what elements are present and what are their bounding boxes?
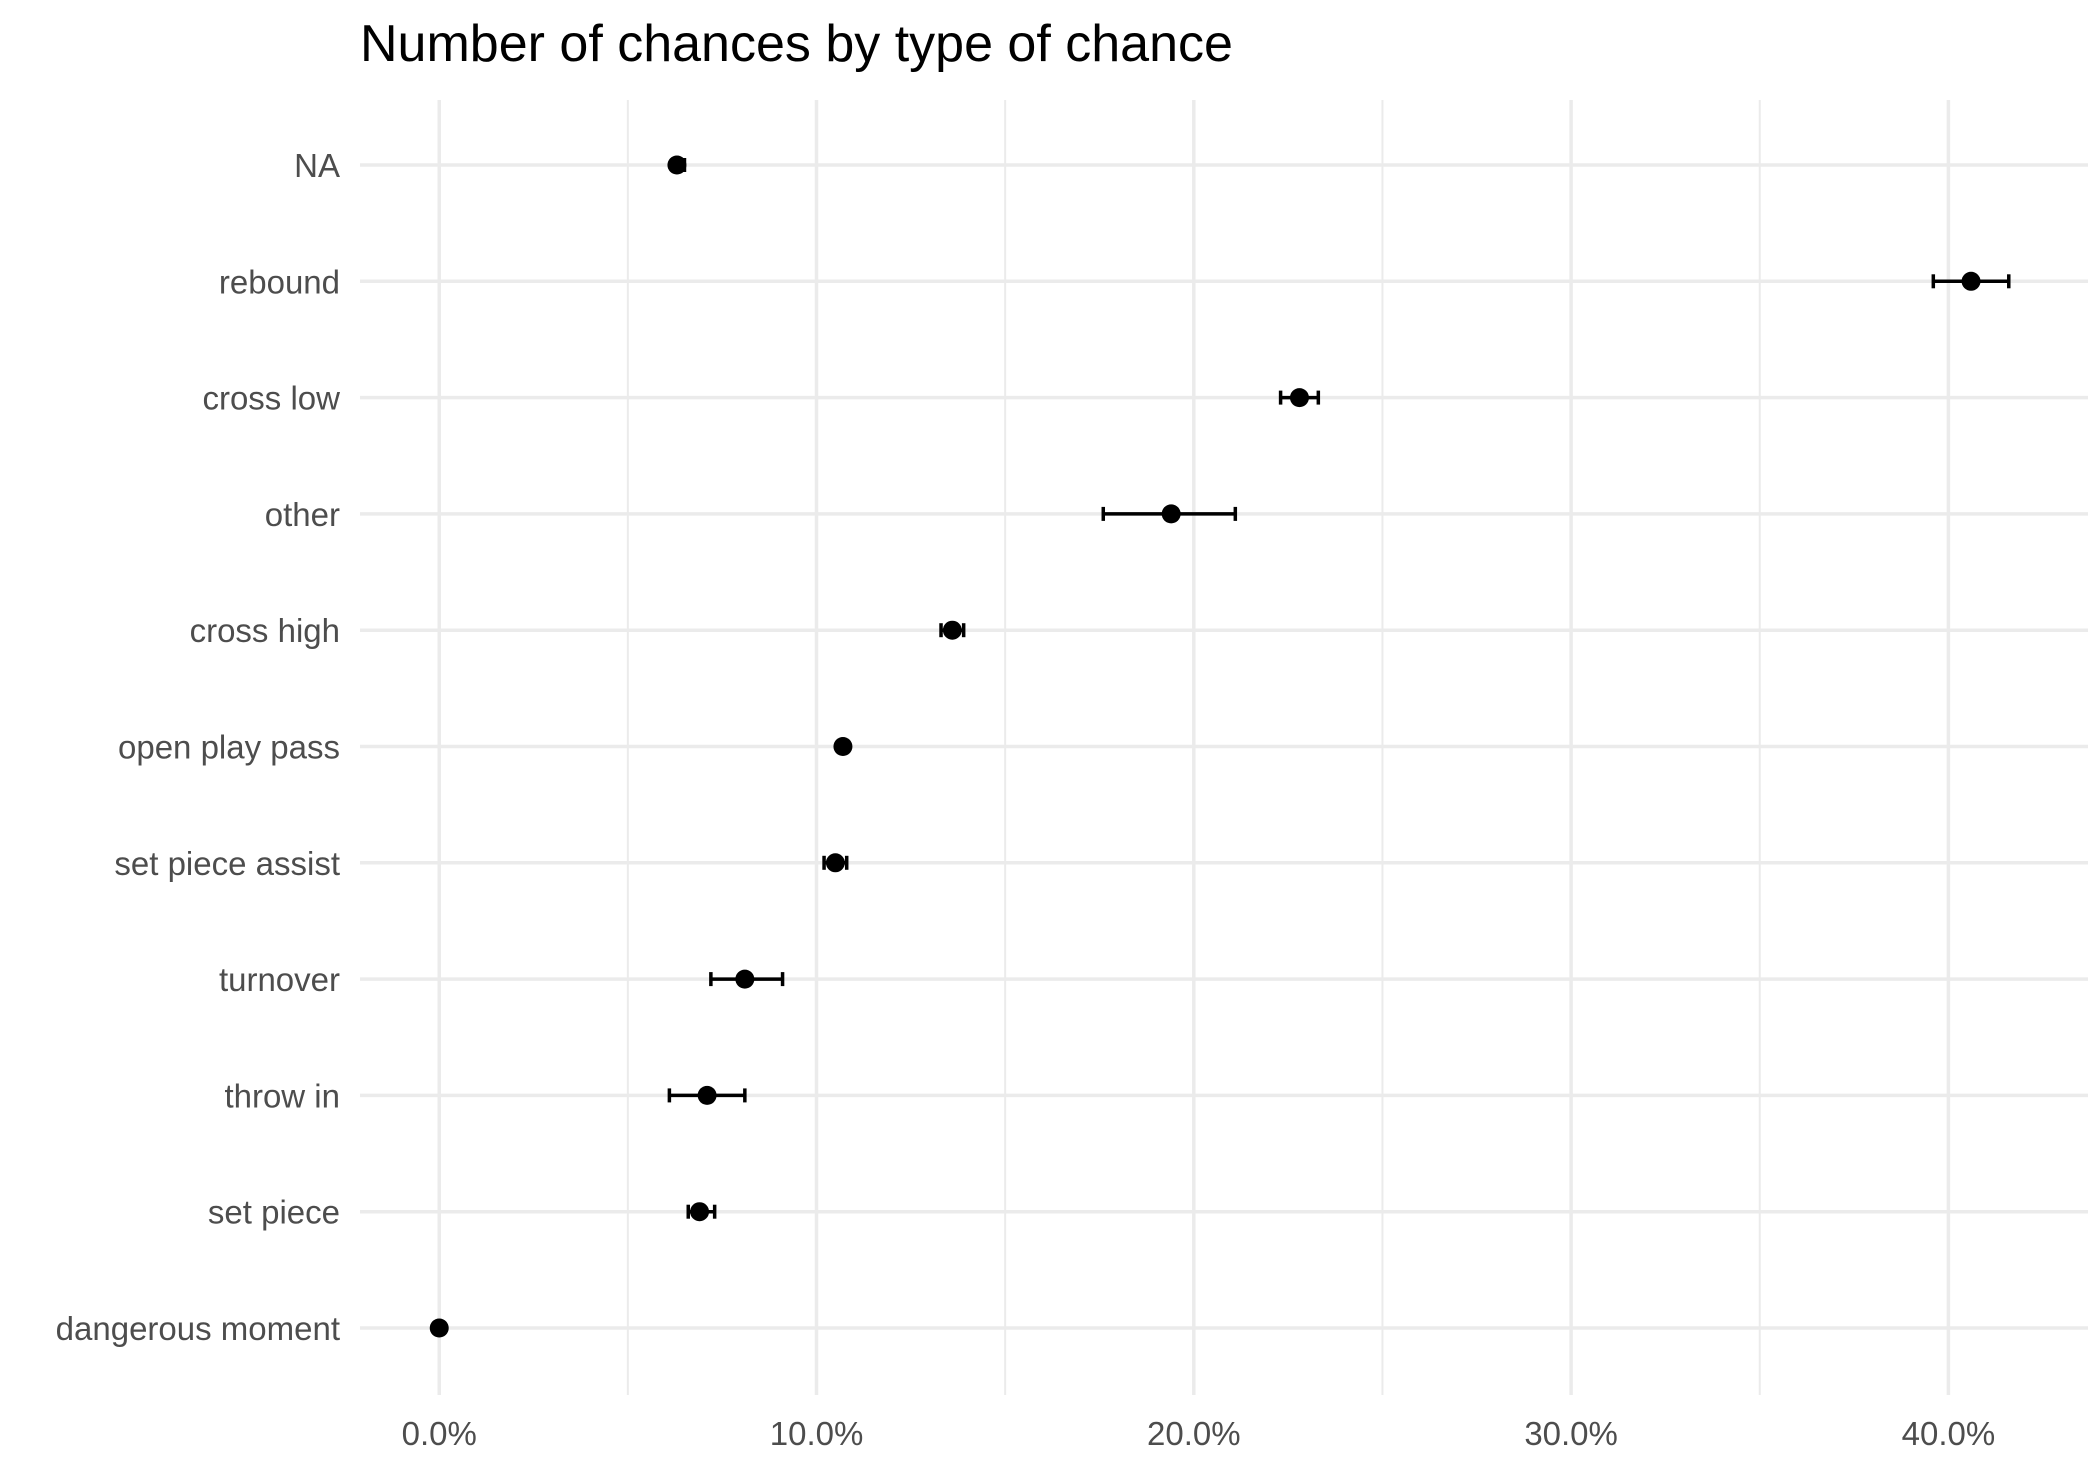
category-label: set piece assist: [114, 845, 340, 882]
category-label: other: [265, 496, 340, 533]
x-tick-label: 10.0%: [770, 1415, 864, 1452]
x-tick-label: 30.0%: [1524, 1415, 1618, 1452]
x-tick-label: 20.0%: [1147, 1415, 1241, 1452]
data-point: [1289, 388, 1309, 408]
data-point: [825, 853, 845, 873]
category-label: throw in: [224, 1077, 340, 1114]
x-tick-label: 40.0%: [1902, 1415, 1996, 1452]
chart-title: Number of chances by type of chance: [360, 15, 1233, 73]
data-point: [667, 155, 687, 175]
data-point: [697, 1085, 717, 1105]
data-point: [1961, 271, 1981, 291]
category-label: cross high: [190, 612, 340, 649]
category-label: dangerous moment: [56, 1310, 340, 1347]
data-point: [1161, 504, 1181, 524]
category-label: open play pass: [118, 729, 340, 766]
category-label: cross low: [202, 380, 340, 417]
data-point: [690, 1202, 710, 1222]
category-label: NA: [294, 147, 340, 184]
data-point: [735, 969, 755, 989]
category-label: set piece: [208, 1194, 340, 1231]
data-point: [429, 1318, 449, 1338]
x-tick-label: 0.0%: [402, 1415, 477, 1452]
data-point: [942, 620, 962, 640]
data-point: [833, 737, 853, 756]
category-label: turnover: [219, 961, 340, 998]
category-label: rebound: [219, 263, 340, 300]
